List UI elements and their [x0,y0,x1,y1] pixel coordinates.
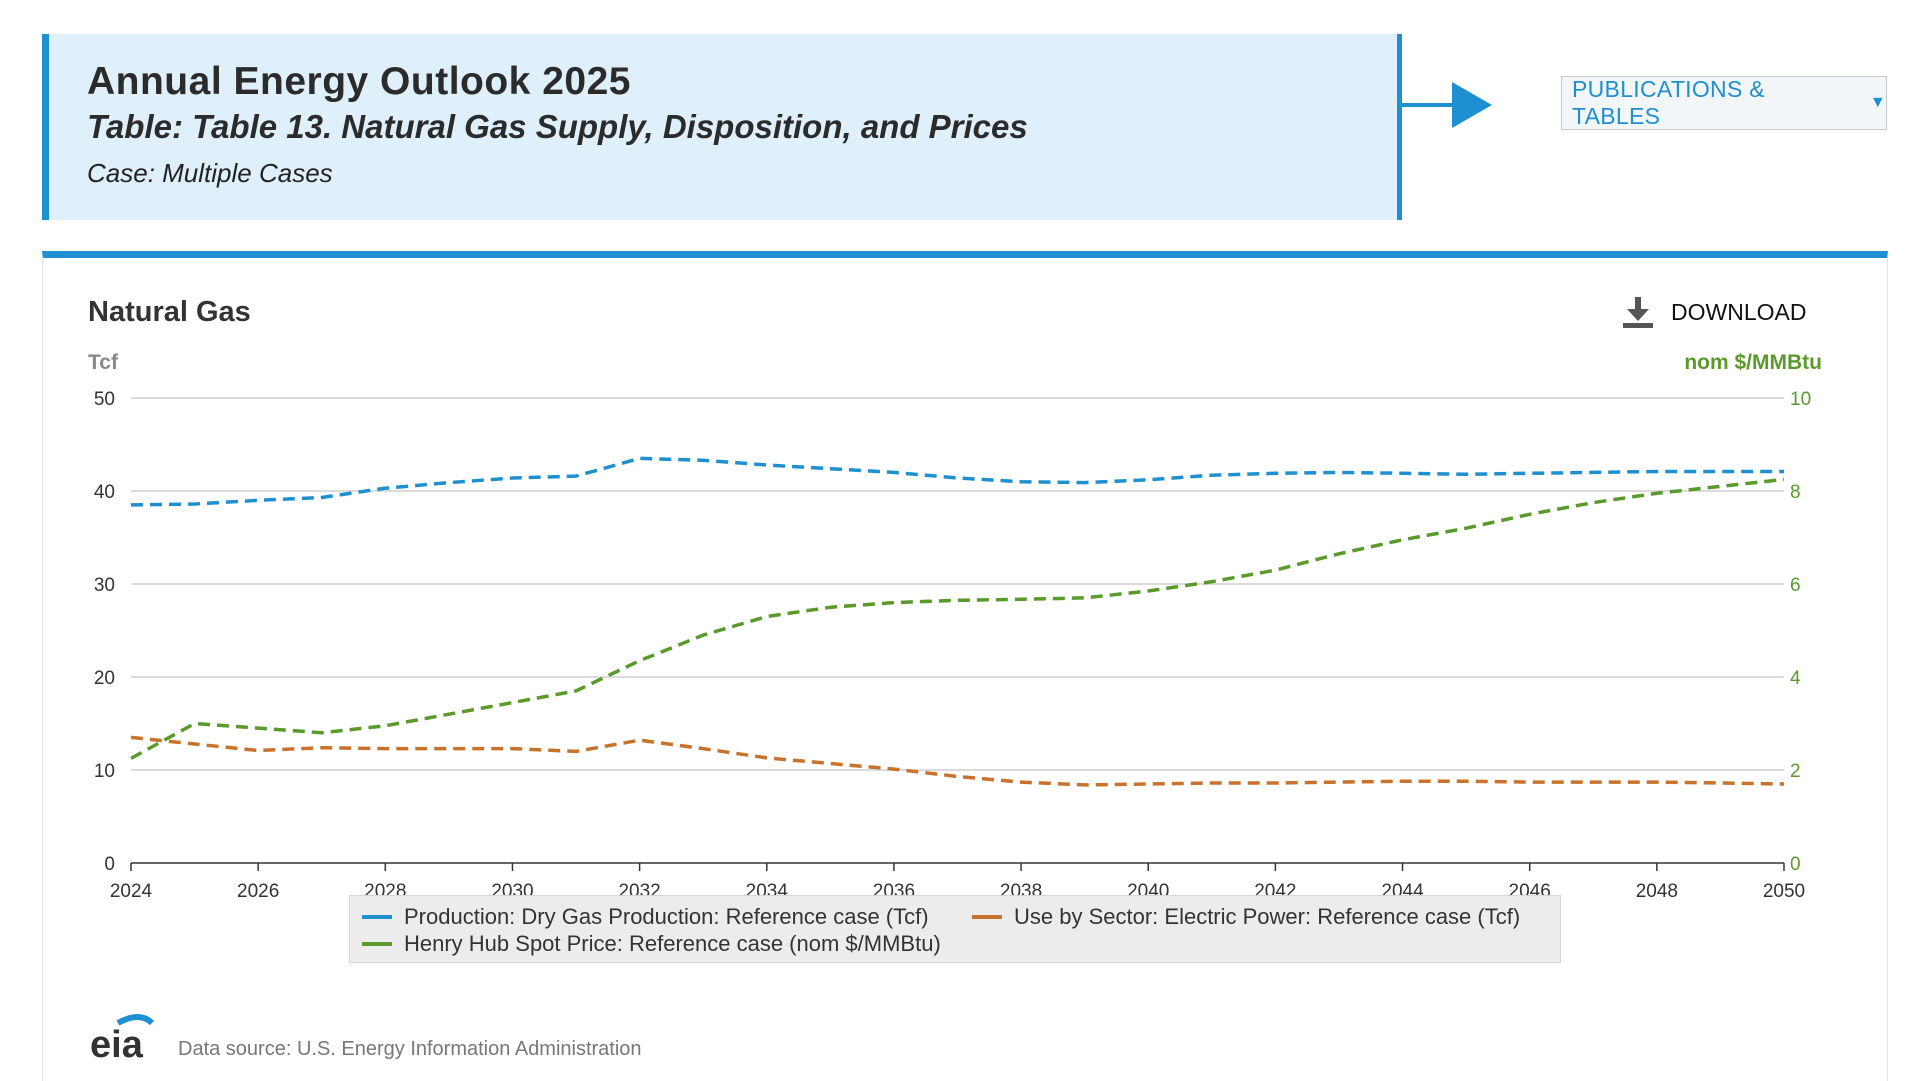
x-tick-label: 2048 [1636,881,1678,902]
legend-swatch [362,942,392,946]
table-title: Table: Table 13. Natural Gas Supply, Dis… [87,108,1028,145]
x-tick-label: 2050 [1763,881,1805,902]
case-label: Case: Multiple Cases [87,158,333,188]
page-title: Annual Energy Outlook 2025 [87,60,631,103]
data-source-row: eia Data source: U.S. Energy Information… [88,1013,642,1063]
eia-logo: eia [90,1014,155,1063]
y-tick-right-label: 4 [1790,668,1801,689]
y-tick-left-label: 10 [94,761,115,782]
legend-item-electric-power-use[interactable]: Use by Sector: Electric Power: Reference… [972,904,1520,930]
download-icon [1623,297,1653,328]
download-label: DOWNLOAD [1671,298,1807,325]
download-button[interactable]: DOWNLOAD [1621,292,1806,332]
y-tick-left-label: 30 [94,575,115,596]
y-tick-right-label: 6 [1790,575,1801,596]
legend-label: Use by Sector: Electric Power: Reference… [1014,904,1521,929]
y-tick-right-label: 10 [1790,389,1811,410]
legend-item-henry-hub-price[interactable]: Henry Hub Spot Price: Reference case (no… [362,931,941,957]
chart-panel: 0 10 20 30 40 50 0 2 4 6 8 10 2024 2026 2028 2030 2032 20… [42,251,1888,1081]
publications-tables-dropdown[interactable]: PUBLICATIONS & TABLES ▼ [1561,76,1887,130]
y-axis-left-unit: Tcf [88,351,118,374]
legend-swatch [362,915,392,919]
arrow-right-icon [1402,82,1492,128]
series-line-0 [130,456,1784,507]
publications-tables-label: PUBLICATIONS & TABLES [1572,76,1765,129]
series-line-1 [130,735,1785,787]
series-line-2 [130,477,1785,760]
y-axis-right-unit: nom $/MMBtu [1684,351,1822,374]
y-tick-right-label: 2 [1790,761,1801,782]
legend-label: Production: Dry Gas Production: Referenc… [404,904,929,929]
data-source-text: Data source: U.S. Energy Information Adm… [178,1037,642,1060]
svg-text:eia: eia [90,1024,144,1063]
x-tick-label: 2024 [110,881,153,902]
y-tick-left-label: 0 [104,854,115,875]
chart-legend: Production: Dry Gas Production: Referenc… [349,895,1561,963]
y-tick-left-label: 40 [94,482,115,503]
y-tick-right-label: 8 [1790,482,1801,503]
legend-item-dry-gas-production[interactable]: Production: Dry Gas Production: Referenc… [362,904,929,930]
header-banner: Annual Energy Outlook 2025 Table: Table … [42,34,1402,220]
legend-label: Henry Hub Spot Price: Reference case (no… [404,931,941,956]
chart-title: Natural Gas [88,296,251,328]
caret-down-icon: ▼ [1869,94,1886,111]
legend-swatch [972,915,1002,919]
y-tick-right-label: 0 [1790,854,1801,875]
x-tick-label: 2026 [237,881,279,902]
y-tick-left-label: 50 [94,389,115,410]
y-tick-left-label: 20 [94,668,115,689]
